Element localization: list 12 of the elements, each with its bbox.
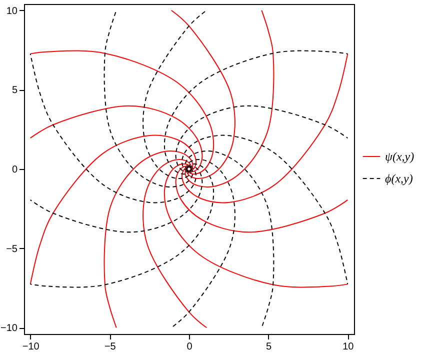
legend-label: ψ(x,y)	[385, 150, 414, 164]
y-tick-label: 5	[12, 85, 18, 96]
x-tick-label: 5	[266, 342, 272, 352]
x-tick-label: 10	[342, 342, 354, 352]
x-tick-label: −10	[22, 342, 40, 352]
y-tick-label: 10	[6, 6, 18, 17]
x-tick-label: −5	[104, 342, 116, 352]
y-tick-label: −10	[0, 323, 18, 334]
y-tick-label: −5	[6, 244, 18, 255]
legend-label: ϕ(x,y)	[385, 172, 413, 186]
x-tick-label: 0	[186, 342, 193, 352]
y-tick-label: 0	[12, 164, 18, 176]
